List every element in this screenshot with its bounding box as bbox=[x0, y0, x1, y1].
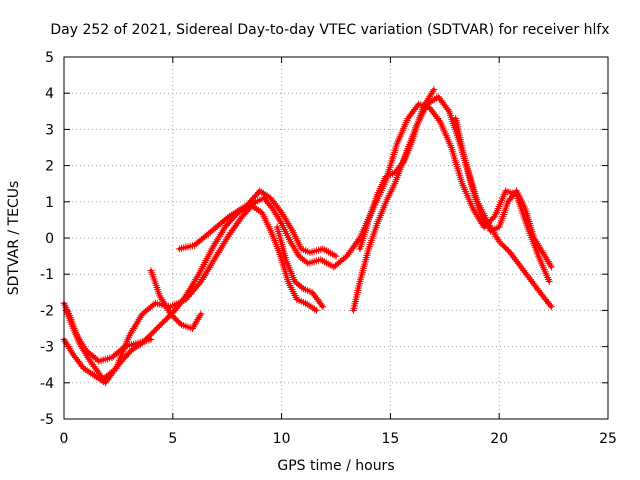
series-track-h bbox=[356, 86, 438, 253]
x-tick-label: 5 bbox=[168, 431, 177, 447]
y-tick-label: 1 bbox=[45, 195, 54, 211]
series-markers bbox=[273, 223, 327, 311]
series-markers bbox=[175, 187, 340, 260]
data-series bbox=[60, 86, 555, 387]
chart-title: Day 252 of 2021, Sidereal Day-to-day VTE… bbox=[50, 22, 609, 38]
x-tick-label: 0 bbox=[60, 431, 69, 447]
series-track-i bbox=[452, 115, 555, 271]
y-tick-label: -5 bbox=[40, 412, 54, 428]
y-tick-label: 5 bbox=[45, 50, 54, 66]
y-tick-label: 2 bbox=[45, 159, 54, 175]
y-axis-label: SDTVAR / TECUs bbox=[6, 181, 22, 296]
y-tick-label: 0 bbox=[45, 231, 54, 247]
series-markers bbox=[452, 115, 555, 271]
x-axis-label: GPS time / hours bbox=[277, 458, 394, 474]
x-tick-label: 25 bbox=[599, 431, 617, 447]
y-tick-label: 3 bbox=[45, 122, 54, 138]
series-track-e bbox=[175, 187, 340, 260]
x-tick-label: 15 bbox=[381, 431, 399, 447]
series-markers bbox=[147, 267, 205, 332]
series-track-d bbox=[147, 267, 205, 332]
x-tick-label: 10 bbox=[273, 431, 291, 447]
y-tick-labels: -5 -4 -3 -2 -1 0 1 2 3 4 5 bbox=[40, 50, 54, 428]
y-tick-label: -2 bbox=[40, 303, 54, 319]
series-markers bbox=[356, 86, 438, 253]
series-track-c bbox=[62, 306, 155, 365]
plot-frame bbox=[63, 56, 609, 420]
y-tick-label: -4 bbox=[40, 376, 54, 392]
x-tick-labels: 0 5 10 15 20 25 bbox=[60, 431, 617, 447]
series-markers bbox=[62, 306, 155, 365]
y-tick-label: 4 bbox=[45, 86, 54, 102]
y-tick-label: -3 bbox=[40, 340, 54, 356]
y-tick-label: -1 bbox=[40, 267, 54, 283]
series-track-f bbox=[273, 223, 327, 311]
x-tick-label: 20 bbox=[490, 431, 508, 447]
